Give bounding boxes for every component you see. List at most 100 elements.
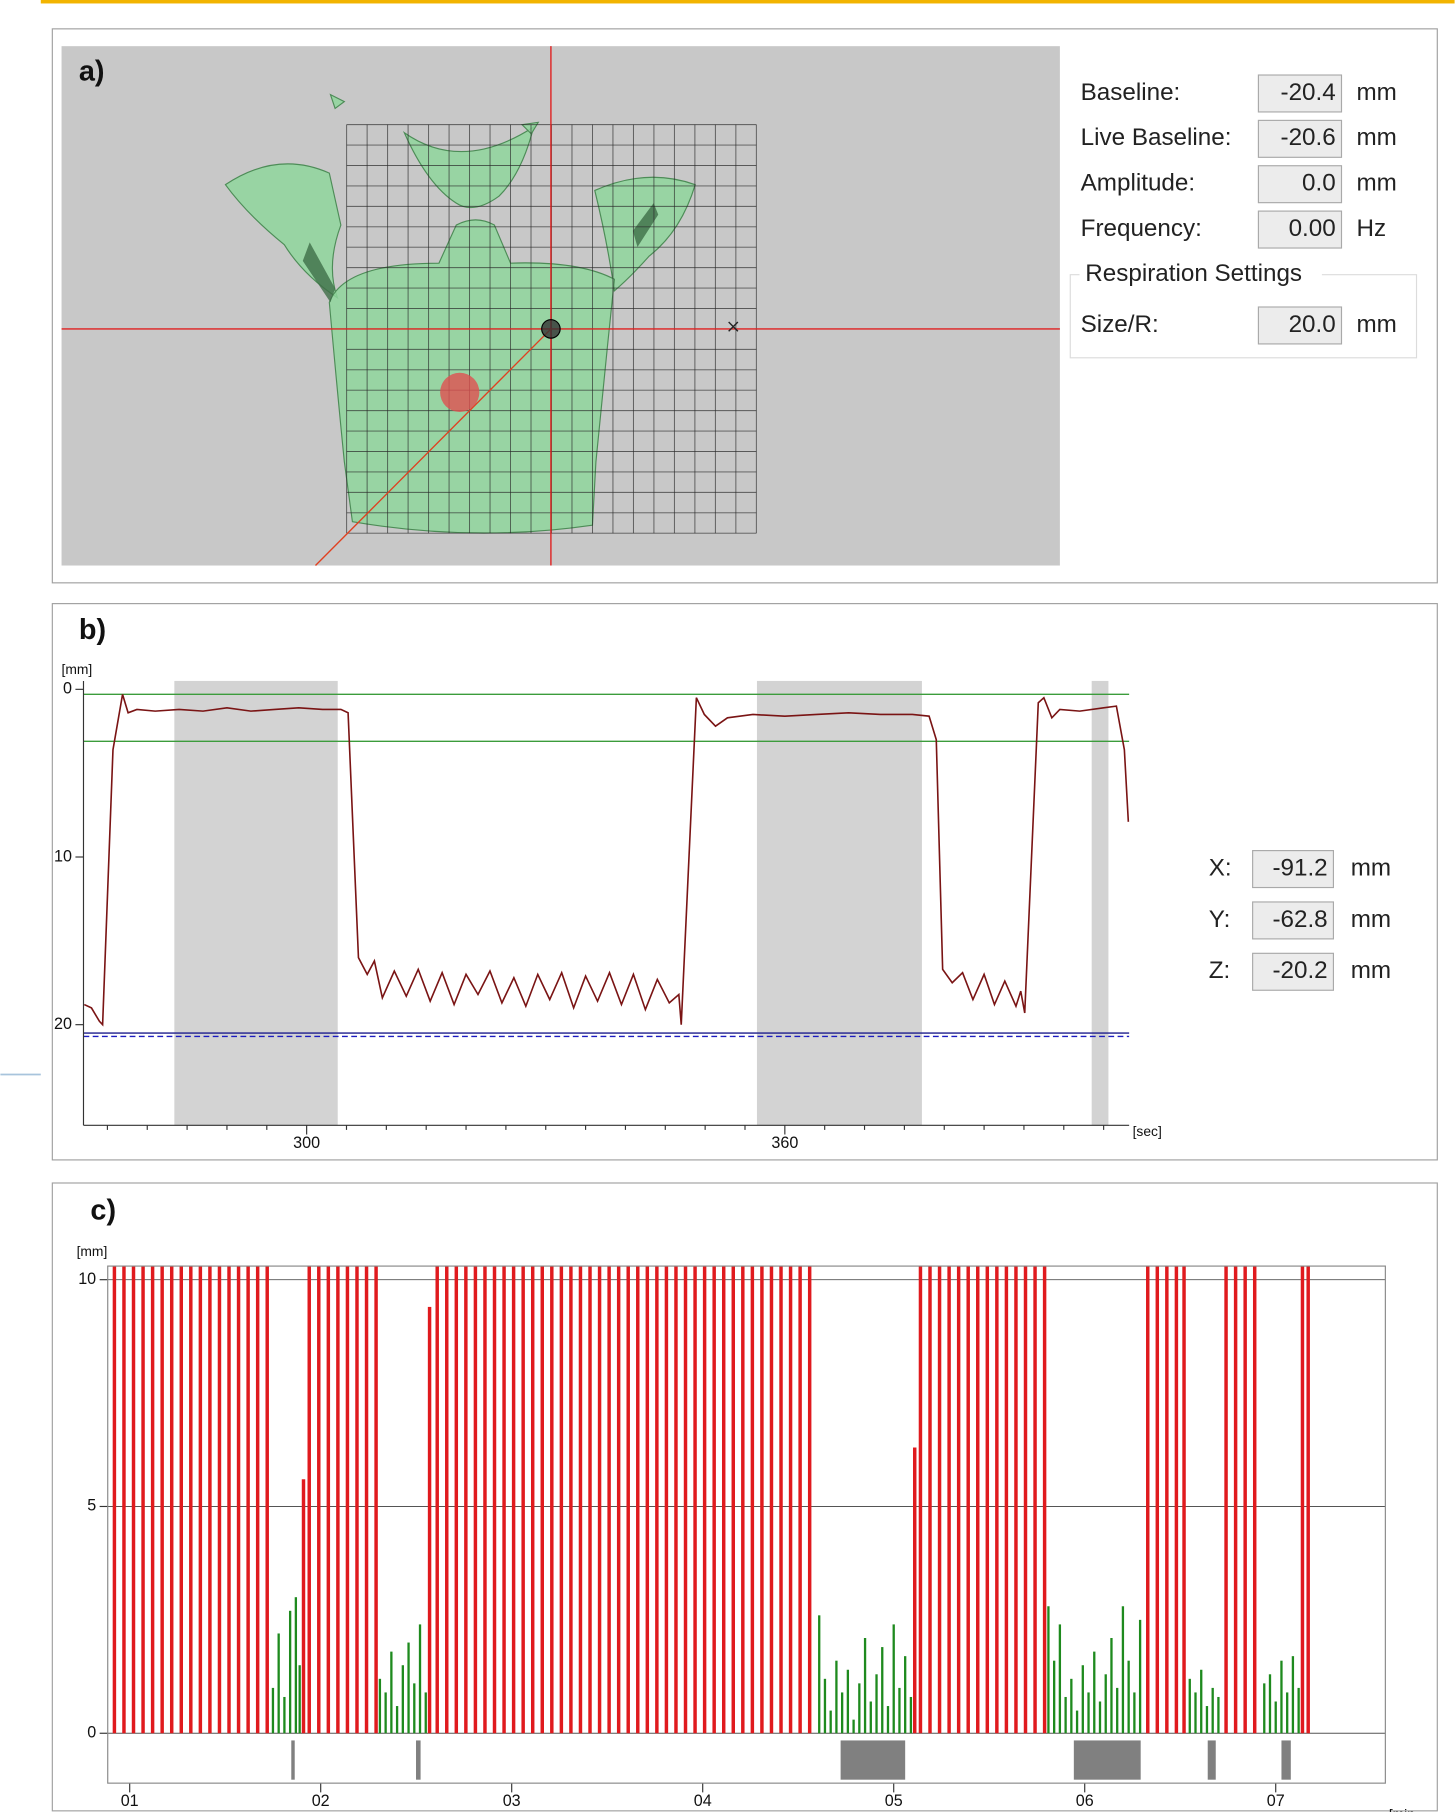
bar bbox=[326, 1266, 331, 1734]
field-box bbox=[1252, 952, 1335, 991]
bar bbox=[769, 1266, 774, 1734]
marker bbox=[728, 321, 739, 332]
bar bbox=[384, 1692, 387, 1734]
bar bbox=[418, 1624, 422, 1734]
bar bbox=[869, 1701, 872, 1734]
bar bbox=[1133, 1692, 1136, 1734]
bar bbox=[454, 1266, 459, 1734]
bar bbox=[150, 1266, 155, 1734]
bar bbox=[395, 1706, 399, 1734]
bar bbox=[1274, 1701, 1277, 1734]
crosshair-depth bbox=[314, 328, 552, 567]
bar bbox=[521, 1266, 525, 1734]
y-tick-label: 5 bbox=[87, 1497, 96, 1515]
x-tick-label: 06 bbox=[1076, 1792, 1094, 1810]
field-box bbox=[1257, 165, 1343, 204]
bar bbox=[169, 1266, 174, 1734]
bar bbox=[1297, 1687, 1300, 1734]
shaded-region bbox=[174, 680, 338, 1126]
bar bbox=[112, 1266, 117, 1734]
x-tick-label: 300 bbox=[293, 1134, 320, 1152]
bar bbox=[1194, 1692, 1197, 1734]
x-axis-label: [min bbox=[1389, 1806, 1415, 1812]
bar bbox=[179, 1266, 183, 1734]
bar bbox=[818, 1615, 821, 1734]
field-label: Size/R: bbox=[1081, 311, 1159, 338]
field-box bbox=[1257, 119, 1343, 158]
bar bbox=[317, 1266, 321, 1734]
bar bbox=[160, 1266, 164, 1734]
bar bbox=[798, 1266, 802, 1734]
bar bbox=[1014, 1266, 1018, 1734]
field-box bbox=[1252, 901, 1335, 940]
x-tick-label: 05 bbox=[885, 1792, 903, 1810]
field-value: -91.2 bbox=[1272, 854, 1327, 881]
bar bbox=[835, 1660, 838, 1734]
bar bbox=[588, 1266, 592, 1734]
bar bbox=[307, 1266, 311, 1734]
interval bbox=[840, 1740, 906, 1780]
field-label: X: bbox=[1209, 854, 1232, 881]
bar bbox=[217, 1266, 222, 1734]
bar bbox=[1188, 1678, 1191, 1734]
field-unit: Hz bbox=[1357, 215, 1387, 242]
bar bbox=[301, 1479, 306, 1734]
bar bbox=[413, 1683, 416, 1734]
bar bbox=[892, 1624, 895, 1734]
field-label: Live Baseline: bbox=[1081, 124, 1232, 151]
bar bbox=[995, 1266, 999, 1734]
bar bbox=[1224, 1266, 1228, 1734]
bar bbox=[1243, 1266, 1247, 1734]
bar bbox=[1280, 1660, 1283, 1734]
shadow bbox=[302, 242, 336, 303]
fragment bbox=[520, 121, 540, 135]
bar bbox=[227, 1266, 231, 1734]
bar bbox=[1116, 1687, 1119, 1734]
bar bbox=[750, 1266, 755, 1734]
bar bbox=[246, 1266, 250, 1734]
bar bbox=[271, 1687, 275, 1734]
bar bbox=[1291, 1656, 1295, 1734]
shadow bbox=[632, 203, 659, 247]
bar bbox=[1064, 1696, 1067, 1734]
bar bbox=[863, 1638, 867, 1734]
bar bbox=[626, 1266, 630, 1734]
bar bbox=[1033, 1266, 1037, 1734]
y-tick-label: 10 bbox=[78, 1270, 96, 1288]
x-axis-label: [sec] bbox=[1133, 1123, 1162, 1139]
y-axis-label: [mm] bbox=[62, 661, 93, 677]
chart-title: b) bbox=[79, 614, 106, 646]
field-box bbox=[1257, 306, 1343, 345]
field-label: Frequency: bbox=[1081, 215, 1202, 242]
bar bbox=[1075, 1710, 1079, 1734]
bar bbox=[1104, 1674, 1107, 1734]
bar bbox=[1155, 1266, 1160, 1734]
bar bbox=[1211, 1687, 1214, 1734]
bar bbox=[881, 1647, 884, 1734]
bar bbox=[985, 1266, 990, 1734]
bar bbox=[655, 1266, 659, 1734]
chart-title: c) bbox=[90, 1194, 116, 1226]
bar bbox=[1081, 1665, 1084, 1734]
bar bbox=[559, 1266, 564, 1734]
field-value: 20.0 bbox=[1289, 311, 1336, 338]
bar bbox=[427, 1306, 432, 1734]
bar bbox=[807, 1266, 812, 1734]
bar bbox=[956, 1266, 961, 1734]
bar bbox=[636, 1266, 640, 1734]
bar bbox=[189, 1266, 193, 1734]
bar bbox=[779, 1266, 783, 1734]
x-tick-label: 01 bbox=[121, 1792, 139, 1810]
bar bbox=[511, 1266, 516, 1734]
field-unit: mm bbox=[1357, 311, 1397, 338]
field-box bbox=[1257, 74, 1343, 113]
x-tick-label: 07 bbox=[1267, 1792, 1285, 1810]
bar bbox=[1300, 1266, 1305, 1734]
panel-label: a) bbox=[79, 55, 105, 87]
bar bbox=[336, 1266, 340, 1734]
bar bbox=[1233, 1266, 1238, 1734]
torso bbox=[328, 219, 616, 534]
bar bbox=[1047, 1606, 1050, 1734]
y-axis-label: [mm] bbox=[77, 1243, 108, 1259]
bar bbox=[846, 1669, 850, 1734]
